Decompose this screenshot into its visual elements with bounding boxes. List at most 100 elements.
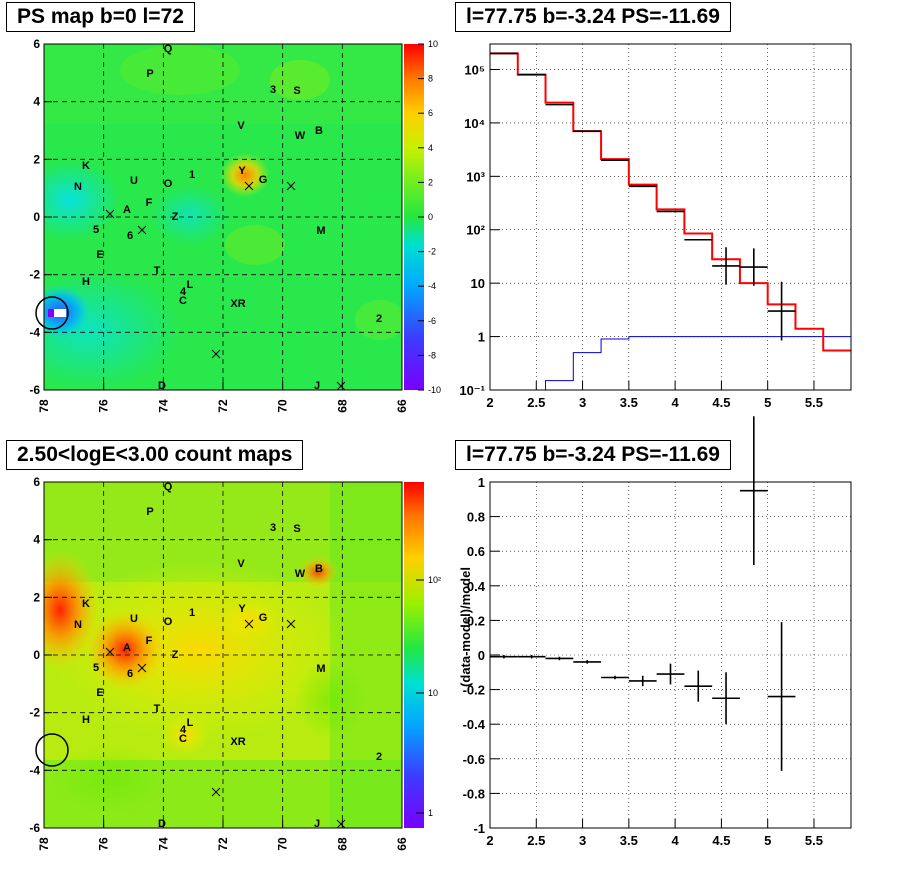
source-label: 4 — [180, 724, 187, 736]
source-label: T — [154, 703, 161, 715]
map-x-tick-label: 76 — [97, 399, 111, 413]
source-label: K — [82, 160, 90, 172]
map-y-tick-label: 4 — [33, 533, 40, 547]
map-x-tick-label: 70 — [276, 399, 290, 413]
spectrum-y-tick-label: 1 — [478, 330, 485, 345]
map-y-tick-label: -4 — [29, 325, 40, 339]
source-label: O — [164, 178, 173, 190]
colorbar-tick-label: 10 — [428, 688, 438, 698]
source-label: D — [158, 818, 166, 830]
residual-y-tick-label: -0.6 — [463, 752, 485, 767]
map-y-tick-label: -2 — [29, 268, 40, 282]
source-label: 3 — [270, 522, 276, 534]
spectrum-y-tick-label: 10⁻¹ — [459, 383, 485, 398]
residual-x-tick-label: 5 — [764, 833, 771, 848]
colorbar-tick-label: -8 — [428, 350, 436, 360]
spectrum-x-tick-label: 4 — [672, 395, 680, 410]
colorbar-tick-label: 0 — [428, 212, 433, 222]
source-label: J — [314, 380, 320, 392]
source-label: T — [154, 265, 161, 277]
source-label: N — [74, 619, 82, 631]
map-y-tick-label: -6 — [29, 821, 40, 835]
residual-axes: 2 2.5 3 3.5 4 4.5 5 5.5 -1 -0.8 -0.6 -0.4 -0.2 0 0.2 0.… — [463, 475, 823, 848]
count-map-title: 2.50<logE<3.00 count maps — [6, 440, 304, 470]
colorbar-tick-label: -4 — [428, 281, 436, 291]
source-label: O — [164, 616, 173, 628]
source-cross-marker — [336, 819, 346, 829]
source-label: 1 — [189, 169, 195, 181]
source-label: M — [316, 663, 325, 675]
source-label: F — [146, 635, 153, 647]
count-map-roi-circle — [35, 733, 69, 767]
colorbar-tick-label: -10 — [428, 385, 441, 395]
source-label: S — [293, 523, 300, 535]
source-label: K — [82, 598, 90, 610]
source-label: Q — [164, 43, 173, 55]
map-y-tick-label: 2 — [33, 590, 40, 604]
residual-gridlines — [489, 481, 851, 829]
map-x-tick-label: 66 — [395, 399, 409, 413]
map-y-tick-label: 0 — [33, 210, 40, 224]
source-label: L — [187, 717, 194, 729]
source-label: U — [130, 175, 138, 187]
colorbar-tick-label: 6 — [428, 108, 433, 118]
map-x-tick-label: 72 — [216, 837, 230, 851]
ps-map-gridlines — [44, 44, 402, 390]
count-map-sources: Q P 3 S V W B KN U O 1 Y G F A Z 5 6 M E T H 4LC XR 2 D J — [74, 481, 382, 830]
ps-map-colorbar — [404, 44, 424, 390]
source-label: 1 — [189, 607, 195, 619]
source-label: 6 — [127, 668, 133, 680]
residual-y-tick-label: 0 — [478, 648, 485, 663]
spectrum-x-tick-label: 5 — [764, 395, 771, 410]
residual-y-tick-label: -1 — [473, 821, 485, 836]
residual-y-tick-label: -0.4 — [463, 717, 486, 732]
source-label: N — [74, 181, 82, 193]
source-label: H — [82, 714, 90, 726]
source-label: 6 — [127, 230, 133, 242]
residual-y-tick-label: 0.8 — [467, 510, 485, 525]
map-x-tick-label: 78 — [37, 837, 51, 851]
source-cross-marker — [336, 381, 346, 391]
source-label: 2 — [376, 751, 382, 763]
map-x-tick-label: 72 — [216, 399, 230, 413]
map-y-tick-label: -2 — [29, 706, 40, 720]
source-label: 3 — [270, 84, 276, 96]
source-label: A — [123, 204, 131, 216]
source-cross-marker — [286, 619, 296, 629]
residual-x-tick-label: 2 — [486, 833, 493, 848]
map-y-tick-label: 0 — [33, 648, 40, 662]
source-label: Z — [172, 211, 179, 223]
colorbar-tick-label: 4 — [428, 143, 433, 153]
source-label: J — [314, 818, 320, 830]
spectrum-title: l=77.75 b=-3.24 PS=-11.69 — [455, 2, 731, 32]
source-label: Z — [172, 649, 179, 661]
map-x-tick-label: 66 — [395, 837, 409, 851]
source-cross-marker — [244, 619, 254, 629]
residual-y-tick-label: 0.6 — [467, 544, 485, 559]
source-label: 4 — [180, 286, 187, 298]
source-cross-marker — [105, 209, 115, 219]
source-label: F — [146, 197, 153, 209]
residual-x-tick-label: 3.5 — [620, 833, 638, 848]
residual-panel: 2 2.5 3 3.5 4 4.5 5 5.5 -1 -0.8 -0.6 -0.4 -0.2 0 0.2 0.… — [458, 416, 852, 848]
source-label: B — [315, 125, 323, 137]
source-label: E — [96, 687, 103, 699]
source-cross-marker — [211, 349, 221, 359]
spectrum-y-tick-label: 10⁵ — [464, 62, 485, 77]
source-cross-marker — [244, 181, 254, 191]
map-y-tick-label: 6 — [33, 475, 40, 489]
source-label: G — [259, 174, 268, 186]
map-x-tick-label: 78 — [37, 399, 51, 413]
spectrum-gridlines — [489, 44, 851, 391]
source-label: S — [293, 85, 300, 97]
source-label: A — [123, 642, 131, 654]
map-x-tick-label: 74 — [156, 399, 170, 413]
source-label: 5 — [93, 662, 99, 674]
source-label: M — [316, 225, 325, 237]
source-label: E — [96, 249, 103, 261]
colorbar-tick-label: 1 — [428, 808, 433, 818]
spectrum-axes: 2 2.5 3 3.5 4 4.5 5 5.5 10⁻¹ 1 10 10² 10³ 10⁴ 10⁵ — [459, 62, 823, 410]
residual-y-tick-label: 0.2 — [467, 613, 485, 628]
